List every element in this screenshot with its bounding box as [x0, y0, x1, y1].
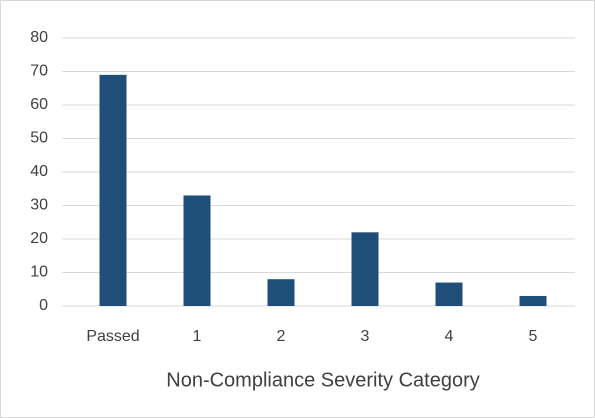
bar — [267, 279, 295, 306]
x-tick-label: 4 — [445, 328, 454, 345]
y-tick-label: 50 — [30, 130, 48, 147]
y-tick-label: 10 — [30, 264, 48, 281]
x-tick-label: 1 — [193, 328, 202, 345]
y-tick-label: 60 — [30, 96, 48, 113]
bar — [183, 195, 211, 306]
bar — [99, 74, 127, 306]
y-tick-label: 20 — [30, 230, 48, 247]
y-tick-label: 0 — [39, 297, 48, 314]
x-tick-label: 5 — [529, 328, 538, 345]
x-tick-label: 3 — [361, 328, 370, 345]
bar — [519, 295, 547, 306]
x-tick-label: Passed — [86, 328, 139, 345]
bar — [435, 282, 463, 306]
x-tick-label: 2 — [277, 328, 286, 345]
y-tick-label: 80 — [30, 29, 48, 46]
x-axis-label: Non-Compliance Severity Category — [166, 369, 479, 391]
y-tick-label: 70 — [30, 63, 48, 80]
bar — [351, 232, 379, 306]
y-tick-label: 30 — [30, 197, 48, 214]
y-tick-label: 40 — [30, 163, 48, 180]
